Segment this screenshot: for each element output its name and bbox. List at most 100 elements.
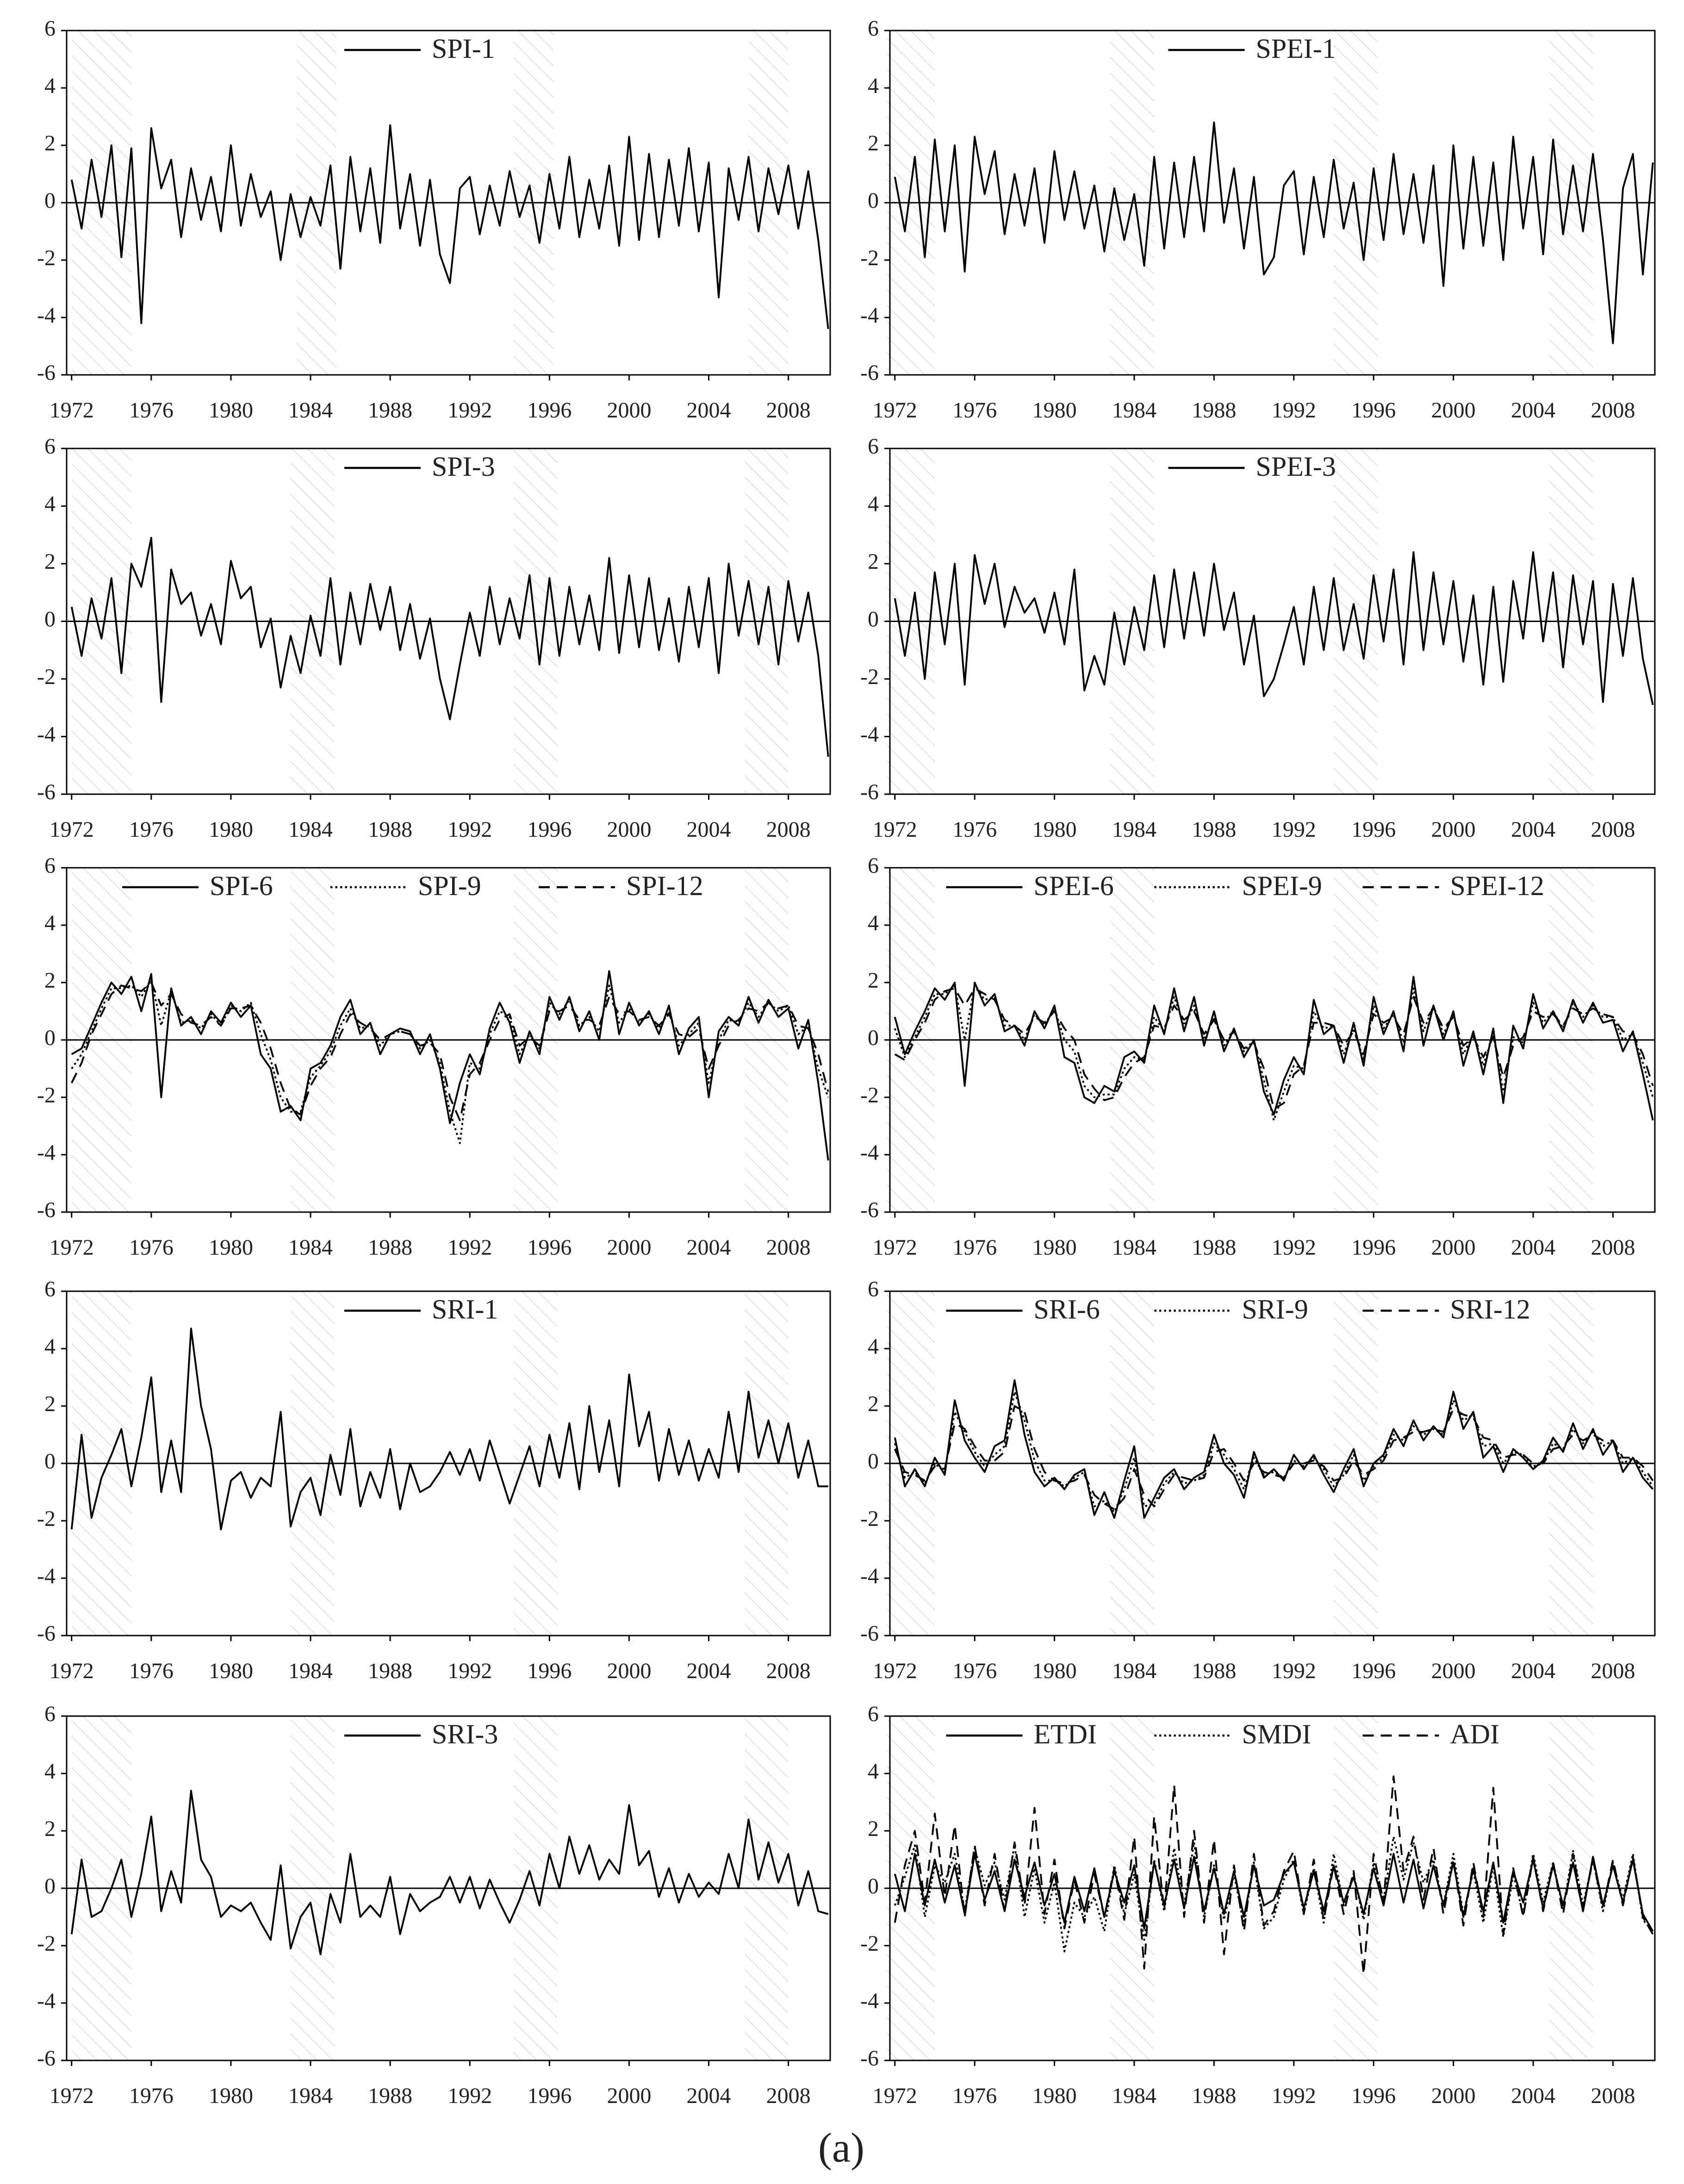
x-tick-label: 1988 bbox=[1192, 1235, 1236, 1260]
x-tick-label: 1992 bbox=[1272, 398, 1316, 423]
x-tick-label: 1984 bbox=[288, 2084, 333, 2108]
y-tick-label: -4 bbox=[860, 1140, 879, 1165]
x-tick-label: 1980 bbox=[209, 2084, 253, 2108]
x-tick-label: 2008 bbox=[1591, 817, 1635, 842]
x-tick-label: 1988 bbox=[1192, 1659, 1236, 1683]
x-tick-label: 1992 bbox=[447, 1659, 492, 1683]
series-line bbox=[894, 1379, 1654, 1519]
series-line bbox=[70, 1790, 829, 1955]
x-tick-label: 2008 bbox=[1591, 1659, 1635, 1683]
legend-label: SMDI bbox=[1242, 1719, 1311, 1749]
x-tick-label: 1992 bbox=[1272, 1235, 1316, 1260]
x-tick-label: 2000 bbox=[1431, 817, 1476, 842]
series-line bbox=[894, 984, 1654, 1121]
x-tick-label: 2008 bbox=[1591, 2084, 1635, 2108]
series-line bbox=[894, 1853, 1654, 1932]
legend-label: SRI-1 bbox=[432, 1294, 498, 1325]
x-tick-label: 2000 bbox=[1431, 1235, 1476, 1260]
legend-label: SRI-9 bbox=[1242, 1294, 1308, 1325]
x-tick-label: 1992 bbox=[447, 398, 492, 423]
y-tick-label: -4 bbox=[860, 303, 879, 328]
legend-label: SPI-1 bbox=[432, 33, 495, 64]
x-tick-label: 2004 bbox=[687, 1235, 731, 1260]
y-tick-label: 0 bbox=[44, 1874, 56, 1898]
x-tick-label: 1980 bbox=[1032, 817, 1077, 842]
y-tick-label: 6 bbox=[44, 1277, 56, 1301]
x-tick-label: 1996 bbox=[527, 1235, 572, 1260]
y-tick-label: 6 bbox=[44, 1702, 56, 1726]
x-tick-label: 1972 bbox=[50, 1659, 94, 1683]
x-tick-label: 2000 bbox=[1431, 398, 1476, 423]
y-tick-label: -6 bbox=[37, 1198, 56, 1222]
series-line bbox=[894, 1391, 1654, 1513]
y-tick-label: 0 bbox=[868, 1449, 879, 1474]
x-tick-label: 1996 bbox=[527, 398, 572, 423]
y-tick-label: 2 bbox=[868, 968, 879, 993]
x-tick-label: 1984 bbox=[1112, 1235, 1156, 1260]
x-tick-label: 2008 bbox=[766, 1659, 811, 1683]
y-tick-label: -6 bbox=[37, 2046, 56, 2071]
y-tick-label: -2 bbox=[37, 1931, 56, 1956]
y-tick-label: 4 bbox=[868, 911, 879, 935]
legend-label: SPEI-9 bbox=[1242, 871, 1322, 901]
x-tick-label: 1980 bbox=[209, 1235, 253, 1260]
x-tick-label: 1980 bbox=[209, 398, 253, 423]
legend-label: SPI-3 bbox=[432, 451, 495, 482]
y-tick-label: 6 bbox=[868, 16, 879, 41]
x-tick-label: 1992 bbox=[447, 817, 492, 842]
y-tick-label: -2 bbox=[37, 665, 56, 689]
x-tick-label: 1992 bbox=[447, 2084, 492, 2108]
y-tick-label: 6 bbox=[868, 853, 879, 878]
x-tick-label: 1996 bbox=[527, 1659, 572, 1683]
x-tick-label: 1972 bbox=[873, 1235, 917, 1260]
x-tick-label: 1984 bbox=[1112, 1659, 1156, 1683]
x-tick-label: 1988 bbox=[368, 2084, 412, 2108]
x-tick-label: 1988 bbox=[1192, 2084, 1236, 2108]
y-tick-label: -6 bbox=[860, 1621, 879, 1646]
panel: -6 -4 -2 0 2 4 6 1972 1976 1980 1984 1988 1992 1996 20… bbox=[37, 434, 831, 842]
x-tick-label: 1996 bbox=[527, 817, 572, 842]
x-tick-label: 1976 bbox=[129, 1235, 174, 1260]
x-tick-label: 1972 bbox=[873, 817, 917, 842]
y-tick-label: 0 bbox=[868, 1874, 879, 1898]
x-tick-label: 1972 bbox=[50, 2084, 94, 2108]
x-tick-label: 2000 bbox=[607, 398, 651, 423]
y-tick-label: 4 bbox=[44, 74, 56, 98]
x-tick-label: 1976 bbox=[129, 398, 174, 423]
y-tick-label: -6 bbox=[37, 1621, 56, 1646]
series-line bbox=[70, 124, 829, 330]
x-tick-label: 1996 bbox=[1351, 1659, 1396, 1683]
x-tick-label: 1980 bbox=[1032, 2084, 1077, 2108]
x-tick-label: 2004 bbox=[687, 817, 731, 842]
y-tick-label: 6 bbox=[868, 1277, 879, 1301]
x-tick-label: 1988 bbox=[1192, 817, 1236, 842]
x-tick-label: 1988 bbox=[368, 817, 412, 842]
y-tick-label: 2 bbox=[868, 1392, 879, 1416]
legend-label: SPI-12 bbox=[626, 871, 703, 901]
x-tick-label: 1984 bbox=[288, 1235, 333, 1260]
y-tick-label: 2 bbox=[868, 131, 879, 156]
y-tick-label: -6 bbox=[860, 2046, 879, 2071]
series-line bbox=[894, 1405, 1654, 1511]
x-tick-label: 1976 bbox=[952, 2084, 997, 2108]
legend-label: ADI bbox=[1450, 1719, 1500, 1749]
y-tick-label: 2 bbox=[44, 131, 56, 156]
x-tick-label: 1972 bbox=[873, 2084, 917, 2108]
x-tick-label: 1984 bbox=[1112, 398, 1156, 423]
y-tick-label: 2 bbox=[868, 1817, 879, 1841]
y-tick-label: -2 bbox=[860, 1506, 879, 1531]
y-tick-label: 0 bbox=[868, 188, 879, 213]
x-tick-label: 1980 bbox=[1032, 398, 1077, 423]
y-tick-label: 0 bbox=[44, 1449, 56, 1474]
x-tick-label: 1984 bbox=[1112, 2084, 1156, 2108]
legend-label: SRI-6 bbox=[1034, 1294, 1100, 1325]
x-tick-label: 2008 bbox=[1591, 398, 1635, 423]
y-tick-label: 0 bbox=[44, 607, 56, 632]
y-tick-label: -4 bbox=[860, 722, 879, 747]
legend-label: SRI-3 bbox=[432, 1719, 498, 1749]
x-tick-label: 2008 bbox=[1591, 1235, 1635, 1260]
x-tick-label: 1976 bbox=[952, 398, 997, 423]
y-tick-label: -2 bbox=[860, 1931, 879, 1956]
legend-label: SPEI-6 bbox=[1034, 871, 1114, 901]
panel: -6 -4 -2 0 2 4 6 1972 1976 1980 1984 1988 1992 1996 20… bbox=[860, 1702, 1656, 2108]
